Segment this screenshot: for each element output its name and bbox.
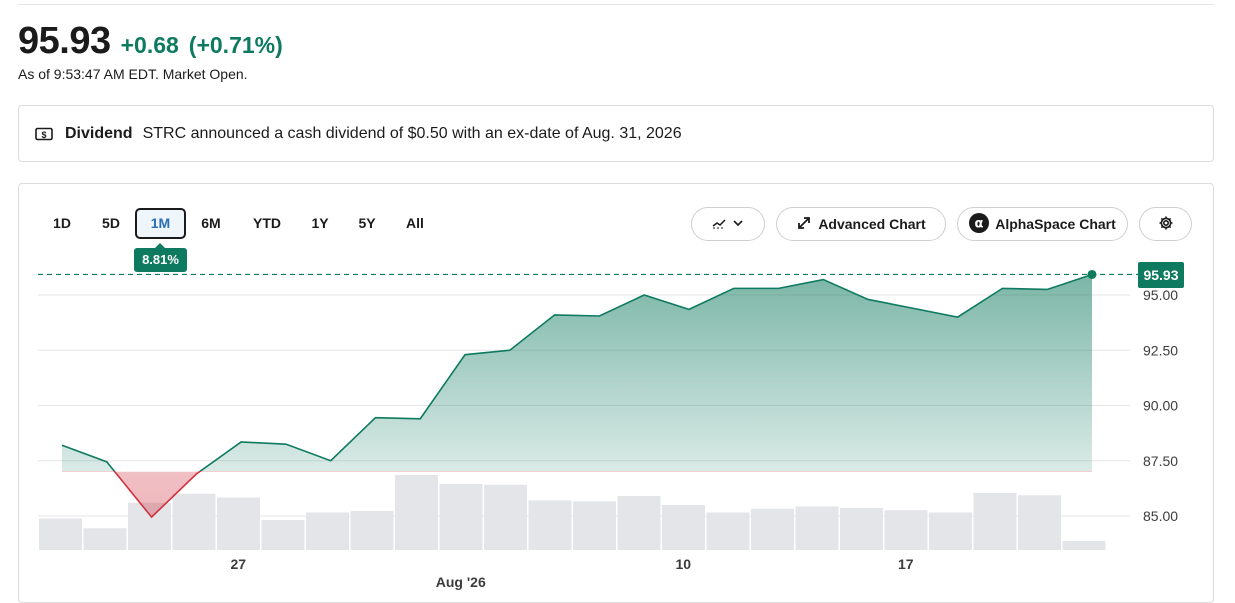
volume-bar: [929, 512, 972, 550]
last-price-dot: [1087, 269, 1097, 279]
volume-bar: [662, 505, 705, 550]
y-tick-label: 92.50: [1143, 342, 1178, 358]
svg-text:α: α: [975, 216, 984, 231]
tab-6m[interactable]: 6M: [201, 215, 221, 231]
tab-1m[interactable]: 1M: [135, 208, 186, 239]
volume-bar: [751, 508, 794, 550]
volume-bar: [350, 511, 394, 550]
gear-icon: [1158, 215, 1174, 234]
volume-bar: [306, 512, 349, 550]
tab-1y[interactable]: 1Y: [311, 215, 329, 231]
quote-header: 95.93 +0.68 (+0.71%): [18, 20, 283, 63]
area-fill-down: [62, 471, 1092, 518]
volume-bar: [1062, 541, 1106, 550]
area-fill-up: [62, 274, 1092, 471]
tab-ytd[interactable]: YTD: [253, 215, 281, 231]
volume-bar: [528, 500, 572, 550]
tab-1d[interactable]: 1D: [53, 215, 71, 231]
price-change-percent: (+0.71%): [188, 32, 283, 58]
svg-text:$: $: [41, 129, 46, 139]
dollar-bill-icon: $: [35, 127, 53, 141]
volume-bar: [795, 506, 839, 550]
y-tick-label: 95.00: [1143, 287, 1178, 303]
volume-bar: [1018, 495, 1061, 550]
price-area-up: [62, 274, 1092, 471]
alpha-icon: α: [969, 212, 990, 236]
dividend-banner: $ Dividend STRC announced a cash dividen…: [18, 105, 1214, 162]
volume-bars: [39, 475, 1106, 550]
volume-bar: [706, 512, 750, 550]
x-tick-label: 10: [675, 556, 691, 572]
y-tick-label: 90.00: [1143, 398, 1178, 414]
as-of-timestamp: As of 9:53:47 AM EDT. Market Open.: [18, 66, 248, 82]
x-axis: 27 10 17 Aug '26: [230, 556, 913, 590]
volume-bar: [261, 520, 305, 550]
y-axis: 95.00 92.50 90.00 87.50 85.00: [1143, 287, 1178, 524]
tab-5y[interactable]: 5Y: [358, 215, 376, 231]
volume-bar: [484, 484, 527, 550]
volume-bar: [395, 475, 438, 550]
volume-bar: [439, 484, 483, 550]
dividend-text: STRC announced a cash dividend of $0.50 …: [142, 124, 682, 142]
tab-all[interactable]: All: [406, 215, 424, 231]
volume-bar: [83, 528, 127, 550]
y-tick-label: 85.00: [1143, 508, 1178, 524]
chart-type-icon: [711, 216, 745, 233]
x-month-label: Aug '26: [436, 574, 486, 590]
expand-arrow-icon: [796, 215, 812, 234]
volume-bar: [617, 496, 661, 550]
alphaspace-chart-label: AlphaSpace Chart: [995, 216, 1116, 232]
dividend-title: Dividend: [65, 124, 133, 142]
chart-type-button[interactable]: [691, 207, 765, 241]
top-divider: [18, 4, 1214, 5]
last-price-label: 95.93: [1138, 262, 1184, 288]
y-tick-label: 87.50: [1143, 453, 1178, 469]
volume-bar: [573, 501, 616, 550]
chart-settings-button[interactable]: [1139, 207, 1192, 241]
volume-bar: [172, 493, 216, 550]
price-line: [61, 273, 1093, 519]
last-price: 95.93: [18, 20, 111, 62]
price-area-down: [62, 471, 1092, 518]
volume-bar: [973, 493, 1017, 550]
range-change-badge: 8.81%: [134, 243, 187, 272]
tab-5d[interactable]: 5D: [102, 215, 120, 231]
advanced-chart-button[interactable]: Advanced Chart: [776, 207, 946, 241]
volume-bar: [884, 510, 928, 550]
advanced-chart-label: Advanced Chart: [818, 216, 926, 232]
price-line-up: [61, 273, 1093, 471]
price-change: +0.68: [120, 32, 179, 58]
alphaspace-chart-button[interactable]: α AlphaSpace Chart: [957, 207, 1128, 241]
volume-bar: [39, 518, 82, 550]
x-tick-label: 17: [898, 556, 914, 572]
volume-bar: [840, 508, 883, 550]
x-tick-label: 27: [230, 556, 246, 572]
volume-bar: [217, 497, 260, 550]
